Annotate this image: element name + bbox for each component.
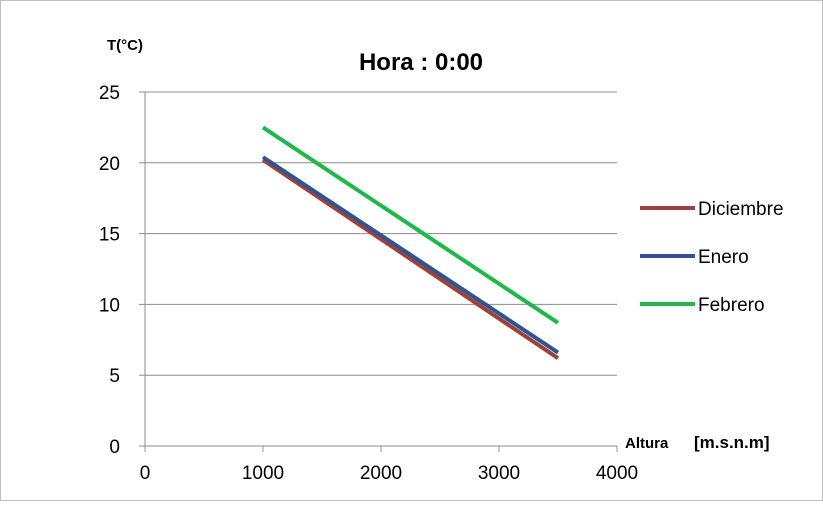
x-tick-label: 3000 [478, 463, 520, 484]
chart-title: Hora : 0:00 [359, 49, 483, 76]
legend: Diciembre Enero Febrero [640, 199, 784, 316]
y-tick-label: 10 [99, 295, 120, 316]
x-tick-label: 1000 [242, 463, 284, 484]
series-lines [261, 125, 560, 360]
x-tick-labels: 0 1000 2000 3000 4000 [140, 463, 638, 484]
y-tick-label: 25 [99, 83, 120, 104]
gridlines [145, 91, 617, 376]
series-line-febrero [261, 125, 560, 325]
y-tick-label: 20 [99, 154, 120, 175]
x-axis-label: Altura [625, 435, 669, 452]
x-tick-label: 4000 [596, 463, 638, 484]
y-tick-label: 5 [109, 366, 120, 387]
y-axis-label: T(°C) [107, 37, 143, 54]
series-line-diciembre [261, 158, 560, 360]
series-line-enero [261, 155, 560, 355]
y-tick-labels: 0 5 10 15 20 25 [99, 83, 120, 458]
y-tick-label: 0 [109, 437, 120, 458]
legend-label-febrero: Febrero [698, 295, 765, 316]
x-axis-unit: [m.s.n.m] [694, 433, 770, 452]
legend-label-diciembre: Diciembre [698, 199, 784, 220]
x-tick-label: 2000 [360, 463, 402, 484]
axes [139, 91, 618, 452]
legend-label-enero: Enero [698, 247, 749, 268]
y-tick-label: 15 [99, 225, 120, 246]
x-tick-label: 0 [140, 463, 151, 484]
